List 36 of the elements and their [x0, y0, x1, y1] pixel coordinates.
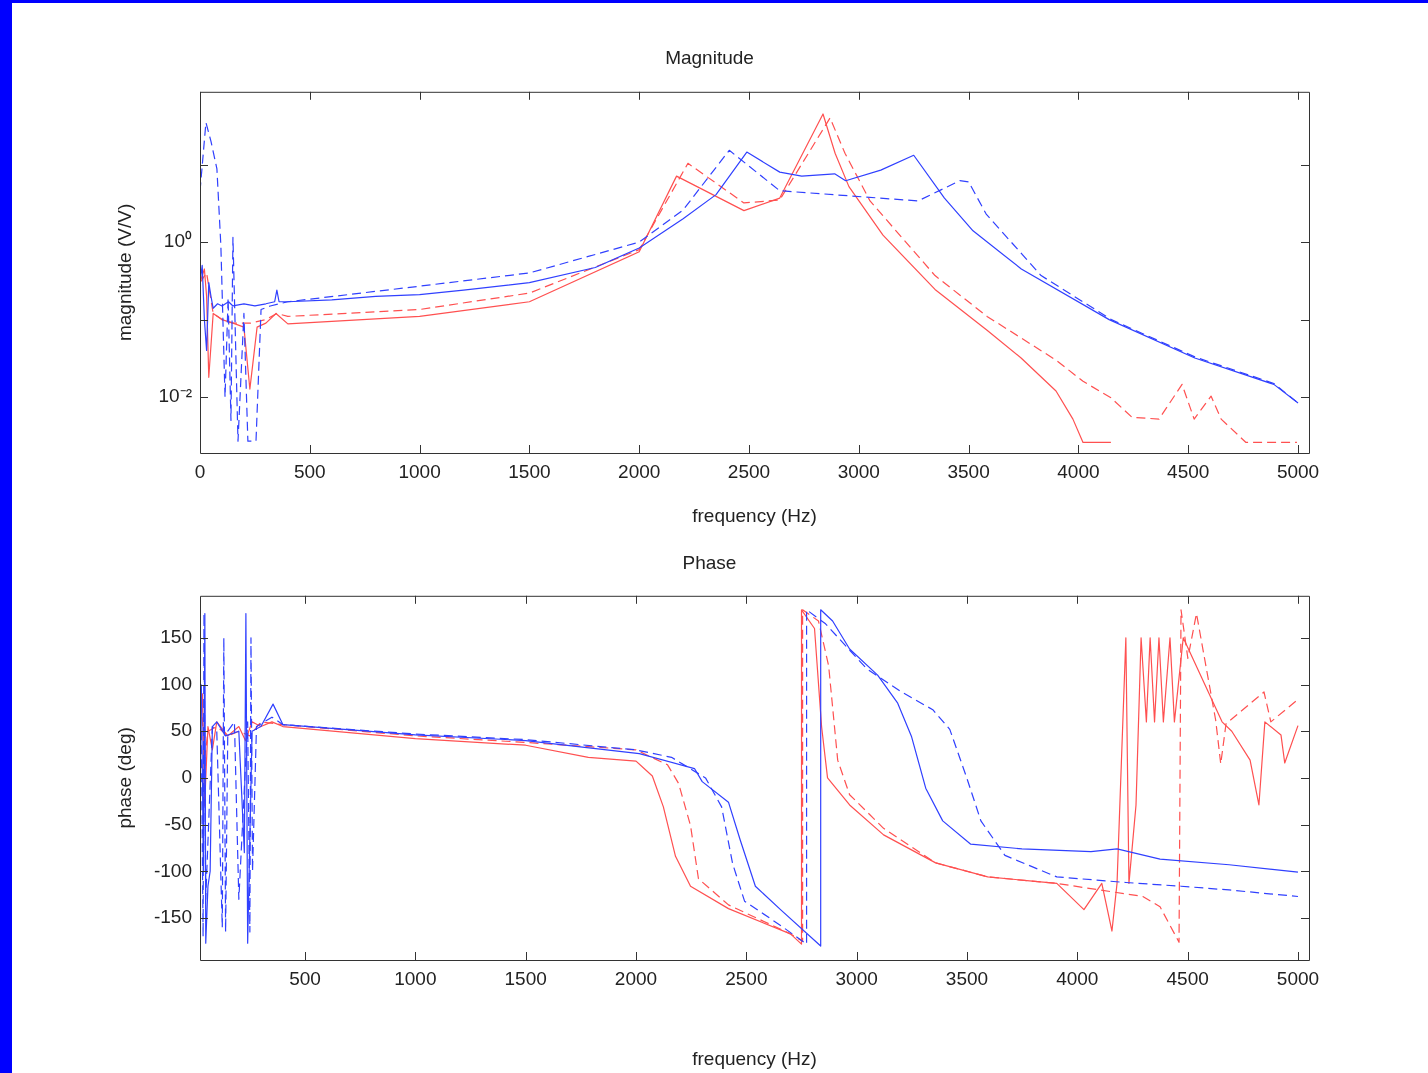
x-tick-label: 3000 — [837, 460, 880, 482]
x-tick-label: 1000 — [398, 460, 441, 482]
y-tick-label: 150 — [160, 626, 192, 648]
x-tick-label: 0 — [194, 460, 206, 482]
x-tick-label: 2000 — [618, 460, 661, 482]
y-tick-label: -50 — [164, 812, 192, 834]
x-tick-label: 2500 — [725, 967, 768, 989]
x-tick-label: 500 — [289, 967, 321, 989]
x-tick-label: 3500 — [945, 967, 989, 989]
x-tick-label: 3500 — [947, 460, 990, 482]
y-tick-label: 10⁰ — [163, 230, 192, 252]
y-tick-label: -100 — [153, 859, 192, 881]
x-tick-label: 500 — [293, 460, 326, 482]
x-tick-label: 4500 — [1166, 967, 1209, 989]
x-tick-label: 3000 — [835, 967, 878, 989]
y-tick-label: 100 — [160, 672, 192, 694]
chart-title: Phase — [682, 551, 737, 573]
y-axis-title: magnitude (V/V) — [113, 203, 135, 342]
x-tick-label: 2000 — [614, 967, 658, 989]
y-tick-label: 10⁻² — [158, 385, 192, 407]
x-tick-label: 4000 — [1057, 460, 1100, 482]
x-tick-label: 5000 — [1276, 967, 1320, 989]
y-tick-label: 0 — [181, 766, 192, 788]
chart-title: Magnitude — [665, 46, 754, 68]
x-tick-label: 4500 — [1167, 460, 1210, 482]
x-axis-title: frequency (Hz) — [692, 1047, 817, 1069]
x-tick-label: 5000 — [1276, 460, 1320, 482]
y-axis-title: phase (deg) — [113, 727, 135, 829]
x-tick-label: 2500 — [727, 460, 771, 482]
x-tick-label: 1500 — [508, 460, 551, 482]
x-axis-title: frequency (Hz) — [692, 504, 817, 526]
y-tick-label: -150 — [153, 906, 192, 928]
x-tick-label: 1500 — [504, 967, 547, 989]
y-tick-label: 50 — [170, 719, 192, 741]
x-tick-label: 4000 — [1056, 967, 1099, 989]
x-tick-label: 1000 — [394, 967, 437, 989]
